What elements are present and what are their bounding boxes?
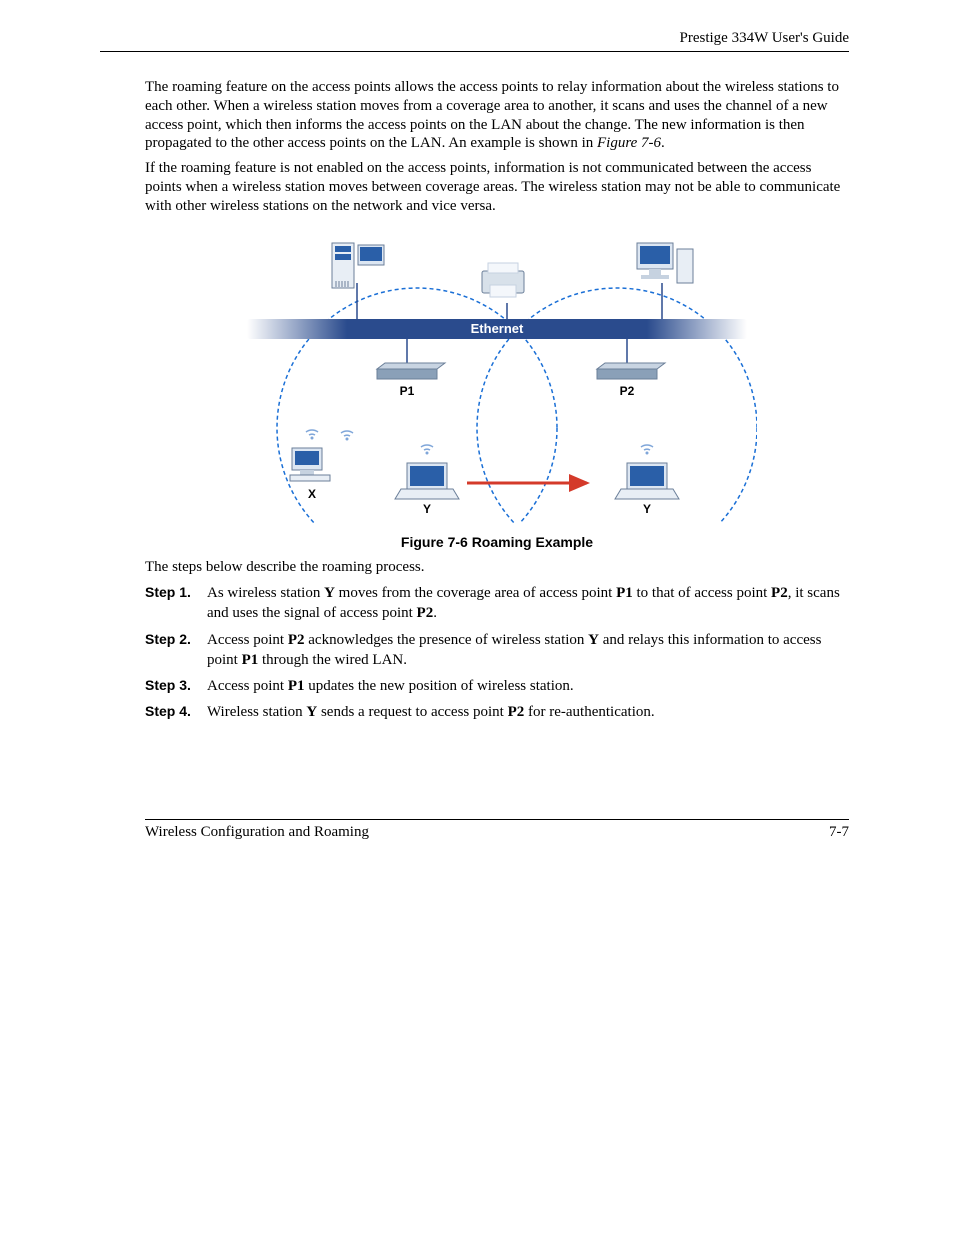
footer-right: 7-7 bbox=[829, 824, 849, 841]
p1-ref: Figure 7-6 bbox=[597, 135, 661, 151]
svg-text:P1: P1 bbox=[400, 384, 415, 398]
steps-list: Step 1.As wireless station Y moves from … bbox=[145, 583, 849, 723]
step-text: As wireless station Y moves from the cov… bbox=[207, 583, 849, 624]
footer-left: Wireless Configuration and Roaming bbox=[145, 824, 369, 841]
svg-text:Y: Y bbox=[643, 502, 651, 516]
p1-text: The roaming feature on the access points… bbox=[145, 79, 839, 151]
figure-caption: Figure 7-6 Roaming Example bbox=[145, 534, 849, 550]
svg-text:X: X bbox=[308, 487, 316, 501]
step-row: Step 2.Access point P2 acknowledges the … bbox=[145, 630, 849, 671]
step-row: Step 3.Access point P1 updates the new p… bbox=[145, 676, 849, 696]
step-label: Step 4. bbox=[145, 702, 207, 722]
step-label: Step 3. bbox=[145, 676, 207, 696]
svg-text:Ethernet: Ethernet bbox=[471, 321, 524, 336]
page: Prestige 334W User's Guide The roaming f… bbox=[0, 0, 954, 1235]
step-text: Access point P1 updates the new position… bbox=[207, 676, 849, 696]
step-text: Wireless station Y sends a request to ac… bbox=[207, 702, 849, 722]
steps-intro-wrap: The steps below describe the roaming pro… bbox=[145, 558, 849, 577]
step-row: Step 1.As wireless station Y moves from … bbox=[145, 583, 849, 624]
page-header: Prestige 334W User's Guide bbox=[100, 30, 849, 52]
steps-intro: The steps below describe the roaming pro… bbox=[145, 558, 849, 577]
p1-tail: . bbox=[661, 135, 665, 151]
svg-text:P2: P2 bbox=[620, 384, 635, 398]
figure-7-6: Ethernet P1 P2 X Y Y Figure 7-6 Roaming Examp… bbox=[145, 223, 849, 550]
paragraph-2: If the roaming feature is not enabled on… bbox=[145, 159, 849, 215]
header-title: Prestige 334W User's Guide bbox=[680, 30, 849, 46]
step-row: Step 4.Wireless station Y sends a reques… bbox=[145, 702, 849, 722]
page-footer: Wireless Configuration and Roaming 7-7 bbox=[145, 819, 849, 841]
step-label: Step 2. bbox=[145, 630, 207, 671]
step-text: Access point P2 acknowledges the presenc… bbox=[207, 630, 849, 671]
step-label: Step 1. bbox=[145, 583, 207, 624]
body-text: The roaming feature on the access points… bbox=[145, 78, 849, 215]
svg-text:Y: Y bbox=[423, 502, 431, 516]
paragraph-1: The roaming feature on the access points… bbox=[145, 78, 849, 153]
roaming-diagram: Ethernet P1 P2 X Y Y bbox=[237, 223, 757, 523]
